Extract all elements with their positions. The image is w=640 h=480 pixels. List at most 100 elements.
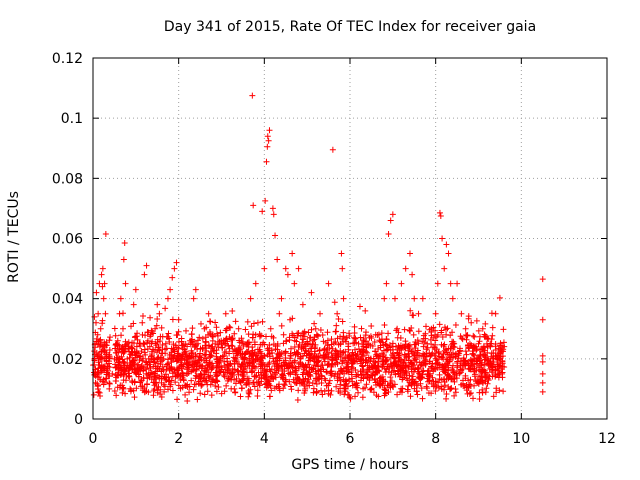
data-point: [325, 280, 332, 287]
data-point: [155, 365, 162, 372]
data-point: [263, 333, 270, 340]
data-point: [498, 366, 505, 373]
data-point: [381, 392, 388, 399]
data-point: [209, 378, 216, 385]
data-point: [199, 335, 206, 342]
data-point: [141, 349, 148, 356]
data-point: [384, 363, 391, 370]
data-point: [424, 344, 431, 351]
data-point: [438, 385, 445, 392]
data-point: [352, 346, 358, 353]
data-point: [287, 383, 294, 390]
data-point: [198, 382, 205, 389]
data-point: [252, 356, 259, 363]
data-point: [289, 250, 296, 257]
data-point: [419, 338, 426, 345]
data-point: [313, 370, 320, 377]
data-point: [401, 344, 408, 351]
data-point: [328, 341, 335, 348]
data-point: [246, 355, 253, 362]
data-point: [468, 342, 475, 349]
data-point: [131, 334, 138, 341]
data-point: [425, 373, 432, 380]
data-point: [246, 390, 253, 397]
data-point: [430, 383, 437, 390]
data-point: [97, 393, 104, 400]
data-point: [287, 352, 294, 359]
data-point: [159, 341, 166, 348]
data-point: [334, 360, 341, 367]
data-point: [443, 241, 450, 248]
data-point: [115, 359, 122, 366]
data-point: [266, 350, 273, 357]
data-point: [300, 330, 307, 337]
data-point: [309, 341, 316, 348]
data-point: [190, 366, 197, 373]
data-point: [306, 334, 313, 341]
data-point: [230, 354, 237, 361]
data-point: [412, 338, 419, 345]
data-point: [157, 390, 164, 397]
data-point: [171, 265, 178, 272]
data-point: [106, 380, 113, 387]
data-point: [207, 348, 214, 355]
data-point: [312, 325, 319, 332]
data-point: [139, 383, 146, 390]
data-point: [241, 351, 248, 358]
data-point: [193, 373, 200, 380]
data-point: [202, 375, 209, 382]
data-point: [106, 346, 113, 353]
data-point: [399, 376, 406, 383]
data-point: [348, 364, 355, 371]
data-point: [387, 354, 394, 361]
data-point: [411, 341, 418, 348]
data-point: [411, 379, 418, 386]
data-point: [334, 377, 341, 384]
data-point: [175, 382, 182, 389]
data-point: [459, 336, 466, 343]
data-point: [165, 330, 172, 337]
data-point: [439, 334, 446, 341]
data-point: [476, 389, 483, 396]
data-point: [183, 356, 190, 363]
data-point: [99, 317, 106, 324]
data-point: [499, 369, 506, 376]
data-point: [492, 352, 499, 359]
data-point: [258, 357, 265, 364]
data-point: [232, 380, 239, 387]
x-tick-label: 10: [512, 431, 530, 447]
data-point: [261, 374, 268, 381]
data-point: [468, 360, 475, 367]
data-point: [120, 384, 127, 391]
data-point: [431, 352, 438, 359]
data-point: [449, 366, 456, 373]
x-tick-label: 4: [260, 431, 269, 447]
data-point: [328, 336, 335, 343]
data-point: [267, 325, 274, 332]
data-point: [421, 339, 428, 346]
data-point: [301, 390, 308, 397]
data-point: [320, 351, 327, 358]
data-point: [152, 340, 159, 347]
data-point: [291, 359, 298, 366]
data-point: [473, 354, 480, 361]
data-point: [218, 337, 225, 344]
data-point: [128, 363, 135, 370]
data-point: [207, 381, 214, 388]
data-point: [471, 368, 478, 375]
data-point: [412, 356, 419, 363]
data-point: [289, 315, 296, 322]
data-point: [161, 388, 168, 395]
data-point: [160, 367, 167, 374]
data-point: [380, 361, 387, 368]
data-point: [179, 342, 186, 349]
data-point: [324, 337, 331, 344]
data-point: [449, 295, 456, 302]
data-point: [106, 380, 113, 387]
data-point: [436, 321, 443, 328]
data-point: [444, 325, 451, 332]
data-point: [355, 371, 362, 378]
data-point: [334, 335, 341, 342]
data-point: [244, 318, 251, 325]
data-point: [184, 365, 191, 372]
